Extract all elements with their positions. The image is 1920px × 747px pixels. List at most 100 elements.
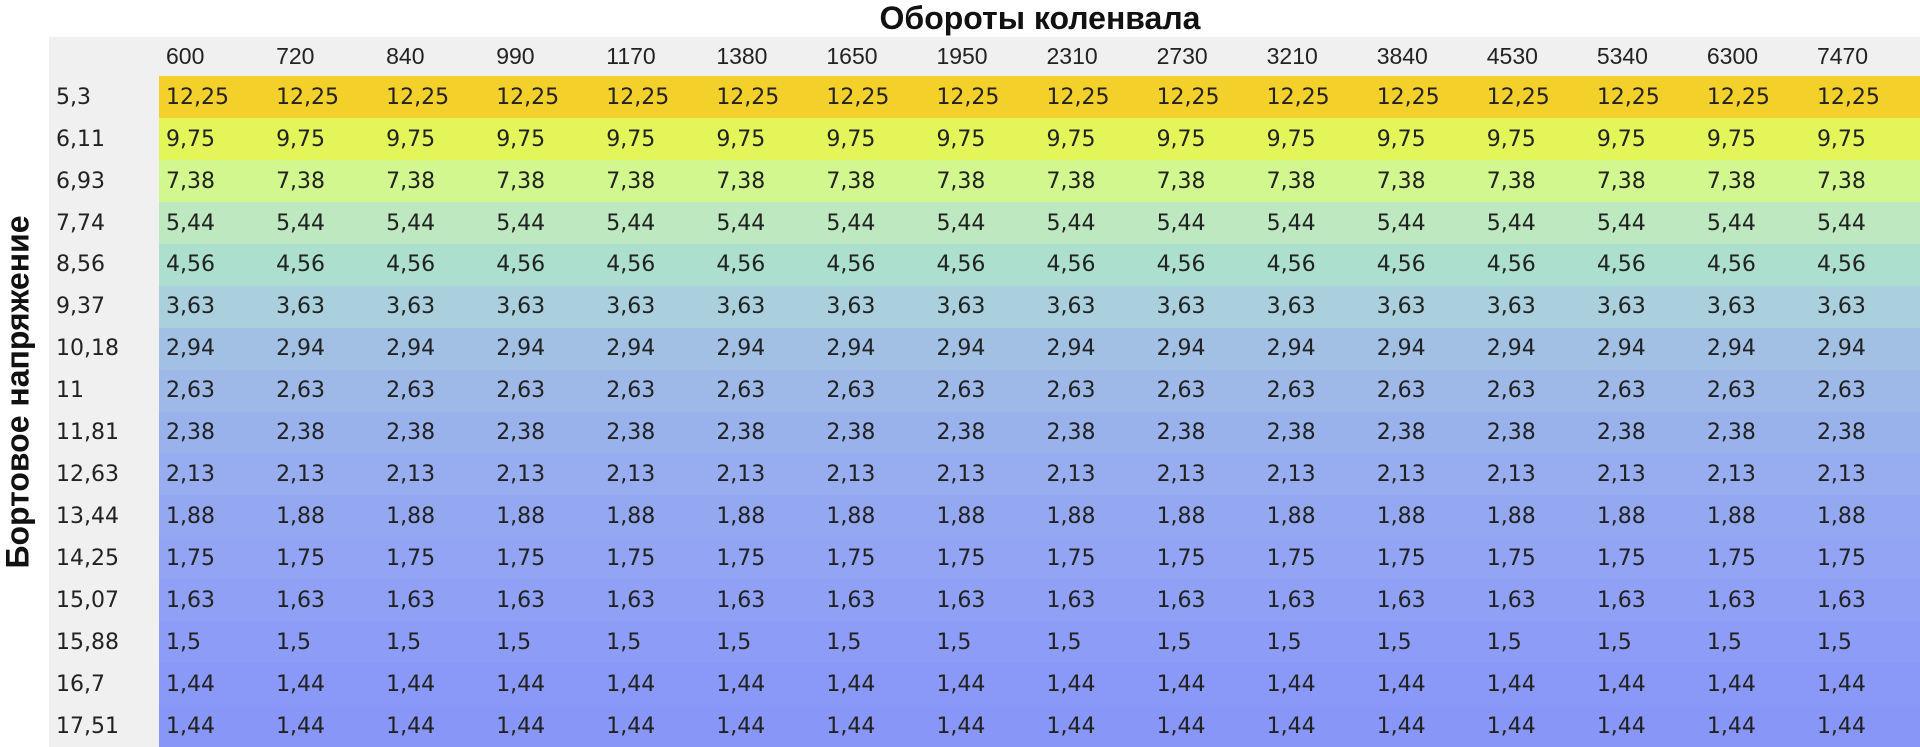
row-label: 5,3 [49, 76, 159, 119]
table-cell: 2,63 [1149, 369, 1261, 412]
table-cell: 9,75 [929, 117, 1040, 161]
table-cell: 1,63 [1039, 579, 1151, 622]
table-cell: 1,44 [489, 705, 600, 747]
row-label: 15,88 [49, 621, 159, 664]
table-cell: 2,94 [1149, 327, 1261, 371]
table-cell: 5,44 [1149, 201, 1261, 245]
column-header: 2730 [1149, 37, 1261, 76]
table-cell: 1,5 [1809, 621, 1920, 664]
table-cell: 2,38 [1039, 411, 1151, 454]
table-cell: 1,63 [269, 579, 380, 622]
table-cell: 3,63 [1479, 285, 1591, 329]
table-cell: 1,88 [1369, 495, 1481, 538]
table-cell: 4,56 [1809, 243, 1920, 287]
table-cell: 1,63 [1479, 579, 1591, 622]
table-cell: 2,38 [269, 411, 380, 454]
table-cell: 1,63 [929, 579, 1040, 622]
table-cell: 2,94 [269, 327, 380, 371]
table-cell: 2,94 [819, 327, 930, 371]
table-cell: 2,94 [489, 327, 600, 371]
table-cell: 1,5 [1589, 621, 1701, 664]
table-cell: 4,56 [1369, 243, 1481, 287]
table-cell: 1,44 [1699, 705, 1811, 747]
table-cell: 9,75 [489, 117, 600, 161]
table-cell: 2,63 [709, 369, 820, 412]
table-cell: 2,13 [489, 453, 600, 496]
table-cell: 1,44 [1589, 705, 1701, 747]
table-cell: 2,94 [1259, 327, 1371, 371]
table-cell: 2,63 [269, 369, 380, 412]
table-cell: 1,75 [379, 537, 490, 580]
table-cell: 12,25 [379, 76, 490, 119]
row-label: 7,74 [49, 201, 159, 245]
table-cell: 12,25 [1259, 76, 1371, 119]
table-cell: 1,44 [1039, 705, 1151, 747]
table-cell: 1,44 [1479, 705, 1591, 747]
table-cell: 5,44 [599, 201, 710, 245]
table-cell: 1,75 [1259, 537, 1371, 580]
table-cell: 1,5 [379, 621, 490, 664]
table-cell: 1,44 [599, 663, 710, 706]
table-cell: 1,5 [1259, 621, 1371, 664]
table-cell: 2,63 [599, 369, 710, 412]
table-cell: 1,44 [929, 705, 1040, 747]
table-cell: 7,38 [1149, 159, 1261, 203]
table-cell: 4,56 [1149, 243, 1261, 287]
table-cell: 12,25 [1369, 76, 1481, 119]
table-cell: 1,75 [1699, 537, 1811, 580]
table-cell: 1,63 [159, 579, 270, 622]
table-cell: 1,75 [709, 537, 820, 580]
table-cell: 2,13 [1589, 453, 1701, 496]
table-cell: 5,44 [709, 201, 820, 245]
table-cell: 2,13 [599, 453, 710, 496]
column-header: 600 [159, 37, 270, 76]
table-cell: 9,75 [1479, 117, 1591, 161]
table-cell: 2,63 [819, 369, 930, 412]
table-cell: 2,13 [1809, 453, 1920, 496]
table-cell: 1,63 [599, 579, 710, 622]
table-cell: 1,5 [819, 621, 930, 664]
table-cell: 1,5 [709, 621, 820, 664]
table-cell: 1,75 [819, 537, 930, 580]
row-label: 10,18 [49, 327, 159, 371]
table-cell: 3,63 [489, 285, 600, 329]
table-cell: 1,88 [489, 495, 600, 538]
row-label: 12,63 [49, 453, 159, 496]
table-cell: 5,44 [929, 201, 1040, 245]
table-cell: 9,75 [1039, 117, 1151, 161]
table-cell: 2,63 [379, 369, 490, 412]
table-cell: 1,44 [819, 663, 930, 706]
table-cell: 9,75 [269, 117, 380, 161]
table-cell: 4,56 [599, 243, 710, 287]
table-cell: 1,44 [489, 663, 600, 706]
table-cell: 3,63 [1259, 285, 1371, 329]
table-cell: 1,5 [599, 621, 710, 664]
table-cell: 3,63 [379, 285, 490, 329]
table-cell: 1,44 [269, 663, 380, 706]
table-cell: 4,56 [1259, 243, 1371, 287]
table-cell: 4,56 [1589, 243, 1701, 287]
table-cell: 1,44 [709, 705, 820, 747]
table-cell: 2,63 [929, 369, 1040, 412]
table-cell: 1,44 [1479, 663, 1591, 706]
table-cell: 2,38 [929, 411, 1040, 454]
table-cell: 2,94 [1699, 327, 1811, 371]
table-cell: 3,63 [599, 285, 710, 329]
table-cell: 2,63 [1039, 369, 1151, 412]
table-cell: 12,25 [599, 76, 710, 119]
row-label: 11 [49, 369, 159, 412]
table-cell: 1,44 [1809, 663, 1920, 706]
table-cell: 2,38 [1149, 411, 1261, 454]
table-cell: 2,94 [1479, 327, 1591, 371]
table-cell: 2,38 [1699, 411, 1811, 454]
table-cell: 3,63 [709, 285, 820, 329]
table-cell: 2,94 [379, 327, 490, 371]
table-cell: 9,75 [1589, 117, 1701, 161]
table-cell: 2,13 [1259, 453, 1371, 496]
table-cell: 5,44 [379, 201, 490, 245]
table-cell: 7,38 [1369, 159, 1481, 203]
table-cell: 2,94 [1809, 327, 1920, 371]
table-cell: 1,44 [1149, 705, 1261, 747]
row-label: 11,81 [49, 411, 159, 454]
table-cell: 1,5 [1479, 621, 1591, 664]
